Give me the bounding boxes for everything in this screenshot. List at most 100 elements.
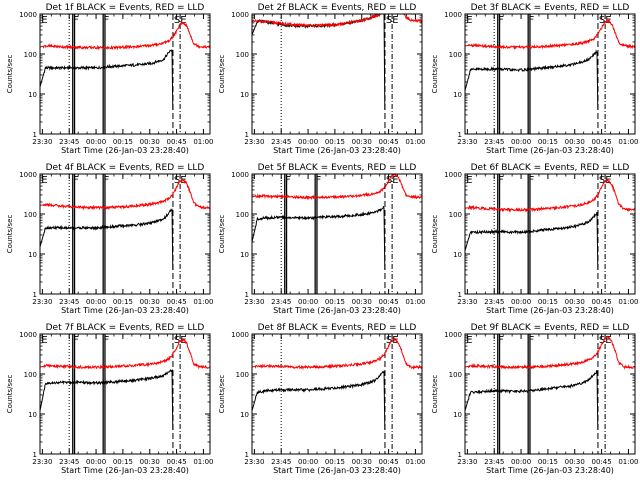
plot-frame: [251, 333, 423, 455]
events-series-line: [465, 370, 599, 430]
x-tick-label: 01:00: [193, 298, 213, 306]
x-tick-label: 00:45: [591, 298, 611, 306]
x-axis-label: Start Time (26-Jan-03 23:28:40): [61, 146, 189, 155]
y-tick-label: 10: [453, 91, 462, 99]
x-tick-label: 01:00: [618, 298, 638, 306]
plot-frame: [464, 333, 636, 455]
segment-label: E: [605, 335, 611, 346]
y-axis-label: Counts/sec: [218, 375, 226, 414]
segment-label: F: [316, 175, 322, 186]
x-tick-label: 23:45: [271, 138, 291, 146]
y-tick-label: 1: [458, 291, 462, 299]
y-tick-label: 100: [449, 51, 462, 59]
y-tick-label: 100: [236, 371, 249, 379]
panel-title: Det 2f BLACK = Events, RED = LLD: [258, 3, 417, 13]
y-tick-label: 1: [245, 451, 249, 459]
y-tick-label: 1000: [444, 331, 462, 339]
x-tick-label: 00:15: [113, 298, 133, 306]
x-axis-label: Start Time (26-Jan-03 23:28:40): [273, 466, 401, 475]
y-tick-label: 1: [458, 451, 462, 459]
detector-panel: Det 8f BLACK = Events, RED = LLD Counts/s…: [218, 323, 426, 475]
panel-title: Det 4f BLACK = Events, RED = LLD: [46, 163, 205, 173]
segment-label: F: [529, 15, 535, 26]
detector-panel: Det 3f BLACK = Events, RED = LLD Counts/s…: [431, 3, 639, 155]
x-tick-label: 00:15: [538, 458, 558, 466]
detector-panel: Det 4f BLACK = Events, RED = LLD Counts/s…: [6, 163, 214, 315]
x-tick-label: 00:45: [591, 138, 611, 146]
segment-label: E: [466, 335, 472, 346]
y-tick-label: 10: [28, 91, 37, 99]
x-axis-label: Start Time (26-Jan-03 23:28:40): [486, 466, 614, 475]
x-tick-label: 00:15: [113, 138, 133, 146]
x-tick-label: 00:00: [86, 298, 106, 306]
y-axis-label: Counts/sec: [6, 215, 14, 254]
segment-label: F: [73, 335, 79, 346]
x-tick-label: 00:30: [565, 458, 585, 466]
x-tick-label: 01:00: [193, 458, 213, 466]
x-tick-label: 23:45: [271, 298, 291, 306]
x-tick-label: 23:30: [457, 298, 477, 306]
y-axis-label: Counts/sec: [431, 55, 439, 94]
segment-label: S: [174, 335, 180, 346]
x-tick-label: 01:00: [405, 138, 425, 146]
y-tick-label: 10: [453, 411, 462, 419]
panel-title: Det 8f BLACK = Events, RED = LLD: [258, 323, 417, 333]
y-tick-label: 1000: [444, 171, 462, 179]
plot-frame: [464, 13, 636, 135]
x-tick-label: 00:30: [565, 298, 585, 306]
segment-label: E: [392, 175, 398, 186]
y-axis-label: Counts/sec: [218, 215, 226, 254]
y-tick-label: 1000: [19, 11, 37, 19]
events-series-line: [465, 49, 599, 110]
x-tick-label: 00:00: [86, 458, 106, 466]
segment-label: F: [529, 175, 535, 186]
x-tick-label: 23:45: [59, 138, 79, 146]
panel-title: Det 5f BLACK = Events, RED = LLD: [258, 163, 417, 173]
x-tick-label: 23:45: [271, 458, 291, 466]
x-tick-label: 00:00: [511, 298, 531, 306]
x-tick-label: 00:15: [538, 138, 558, 146]
events-series-line: [465, 211, 599, 270]
x-tick-label: 00:15: [538, 298, 558, 306]
events-series-line: [40, 49, 174, 110]
x-tick-label: 00:45: [166, 298, 186, 306]
x-tick-label: 23:30: [457, 458, 477, 466]
x-tick-label: 01:00: [618, 458, 638, 466]
panel-title: Det 6f BLACK = Events, RED = LLD: [471, 163, 630, 173]
segment-label: S: [386, 335, 392, 346]
detector-panel: Det 2f BLACK = Events, RED = LLD Counts/s…: [218, 3, 426, 155]
x-tick-label: 00:30: [352, 458, 372, 466]
segment-label: F: [104, 15, 110, 26]
plot-frame: [251, 173, 423, 295]
segment-label: F: [529, 335, 535, 346]
y-tick-label: 1000: [444, 11, 462, 19]
y-axis-label: Counts/sec: [218, 55, 226, 94]
x-tick-label: 23:45: [59, 298, 79, 306]
y-tick-label: 1000: [231, 11, 249, 19]
x-axis-label: Start Time (26-Jan-03 23:28:40): [486, 146, 614, 155]
y-axis-label: Counts/sec: [431, 375, 439, 414]
y-tick-label: 100: [24, 51, 37, 59]
detector-panel: Det 5f BLACK = Events, RED = LLD Counts/s…: [218, 163, 426, 315]
y-tick-label: 1000: [231, 171, 249, 179]
x-tick-label: 01:00: [618, 138, 638, 146]
x-axis-label: Start Time (26-Jan-03 23:28:40): [61, 466, 189, 475]
y-tick-label: 10: [240, 251, 249, 259]
y-tick-label: 10: [28, 251, 37, 259]
segment-label: E: [41, 335, 47, 346]
segment-label: F: [285, 175, 291, 186]
lld-series-line: [252, 174, 422, 201]
x-tick-label: 01:00: [405, 298, 425, 306]
segment-label: F: [498, 335, 504, 346]
lld-series-line: [465, 178, 635, 213]
segment-label: E: [180, 15, 186, 26]
lld-series-line: [40, 22, 210, 51]
segment-label: S: [174, 175, 180, 186]
x-tick-label: 00:15: [325, 138, 345, 146]
segment-label: F: [104, 175, 110, 186]
x-tick-label: 00:15: [113, 458, 133, 466]
lld-series-line: [465, 335, 635, 371]
y-tick-label: 100: [236, 211, 249, 219]
